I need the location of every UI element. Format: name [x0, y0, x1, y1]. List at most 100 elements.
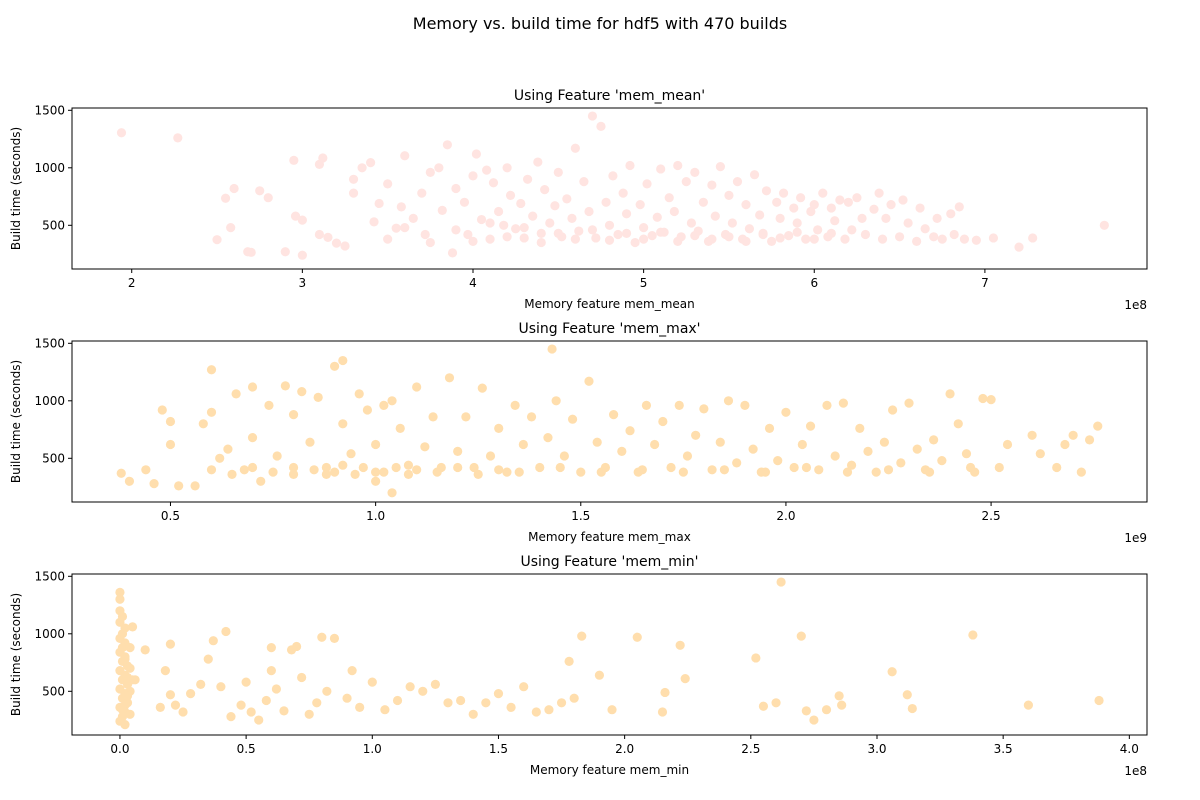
scatter-points — [116, 111, 1109, 260]
data-point — [809, 715, 819, 725]
subplot-title: Using Feature 'mem_max' — [518, 321, 700, 337]
data-point — [1014, 242, 1024, 252]
data-point — [186, 689, 196, 699]
data-point — [821, 705, 832, 715]
data-point — [506, 702, 516, 713]
data-point — [140, 645, 150, 655]
data-point — [749, 170, 760, 180]
scatter-points — [115, 577, 1104, 730]
data-point — [604, 220, 615, 230]
data-point — [681, 177, 691, 187]
data-point — [789, 203, 799, 213]
data-point — [625, 426, 635, 436]
data-point — [840, 234, 850, 244]
data-point — [547, 344, 557, 354]
data-point — [371, 439, 381, 450]
data-point — [744, 224, 755, 234]
data-point — [569, 693, 579, 703]
data-point — [822, 400, 832, 410]
data-point — [1076, 467, 1086, 477]
data-point — [604, 235, 615, 245]
data-point — [641, 400, 652, 410]
data-point — [826, 228, 836, 238]
data-point — [924, 467, 935, 477]
data-point — [473, 469, 483, 479]
data-point — [564, 656, 574, 667]
data-point — [637, 465, 647, 475]
data-point — [639, 223, 649, 233]
data-point — [220, 193, 231, 203]
data-point — [660, 687, 670, 698]
data-point — [707, 180, 717, 190]
data-point — [1084, 435, 1095, 445]
x-axis-label: Memory feature mem_mean — [524, 297, 695, 311]
data-point — [784, 231, 794, 241]
data-point — [198, 419, 208, 429]
data-point — [223, 444, 233, 454]
data-point — [789, 462, 799, 473]
data-point — [236, 700, 246, 710]
y-axis-label: Build time (seconds) — [9, 127, 23, 250]
data-point — [383, 179, 393, 189]
data-point — [206, 465, 217, 475]
data-point — [432, 467, 442, 477]
y-tick-label: 1000 — [34, 394, 65, 408]
data-point — [485, 218, 495, 228]
data-point — [405, 682, 415, 692]
data-point — [625, 160, 635, 171]
data-point — [771, 698, 781, 708]
data-point — [155, 702, 165, 713]
data-point — [621, 209, 632, 219]
x-offset-label: 1e9 — [1124, 531, 1147, 545]
data-point — [587, 111, 598, 121]
data-point — [570, 143, 580, 153]
data-point — [346, 449, 356, 459]
data-point — [915, 203, 925, 213]
data-point — [297, 387, 307, 397]
data-point — [125, 643, 135, 653]
data-point — [988, 233, 999, 243]
data-point — [329, 633, 340, 644]
data-point — [608, 171, 618, 181]
data-point — [809, 234, 819, 244]
data-point — [330, 361, 340, 371]
data-point — [425, 167, 435, 177]
data-point — [383, 234, 393, 244]
data-point — [1099, 220, 1109, 230]
data-point — [340, 241, 350, 251]
data-point — [883, 465, 894, 475]
data-point — [493, 689, 504, 699]
data-point — [680, 674, 690, 684]
data-point — [417, 188, 427, 198]
data-point — [392, 695, 403, 706]
y-tick-label: 500 — [42, 218, 65, 232]
data-point — [505, 190, 516, 200]
data-point — [669, 206, 679, 217]
data-point — [932, 213, 942, 223]
data-point — [493, 206, 504, 217]
x-tick-label: 1.5 — [571, 509, 590, 523]
data-point — [271, 684, 281, 694]
data-point — [594, 670, 605, 680]
data-point — [576, 467, 586, 477]
data-point — [463, 229, 473, 240]
data-point — [400, 151, 410, 161]
data-point — [216, 682, 226, 692]
data-point — [896, 458, 906, 468]
data-point — [724, 232, 734, 242]
data-point — [1002, 439, 1013, 450]
data-point — [869, 204, 879, 214]
data-point — [907, 703, 917, 714]
data-point — [403, 460, 414, 470]
y-tick-label: 1500 — [34, 336, 65, 350]
data-point — [165, 416, 176, 427]
data-point — [879, 437, 890, 447]
data-point — [239, 465, 249, 475]
data-point — [994, 462, 1004, 473]
x-tick-label: 6 — [810, 276, 818, 290]
data-point — [288, 469, 299, 479]
data-point — [647, 231, 657, 241]
data-point — [715, 437, 725, 447]
data-point — [312, 698, 322, 708]
data-point — [886, 200, 896, 210]
